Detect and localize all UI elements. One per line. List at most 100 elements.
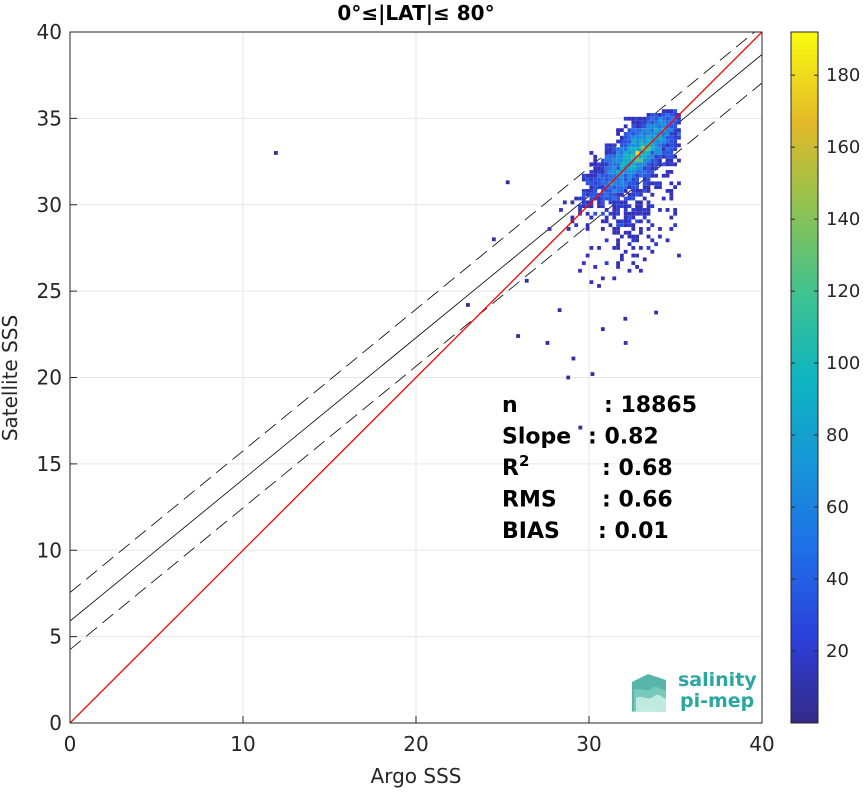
density-cell (600, 219, 605, 224)
density-cell (593, 177, 598, 182)
salinity-pi-mep-logo: salinity pi-mep (632, 669, 757, 712)
density-cell (642, 151, 647, 155)
density-cell (646, 185, 651, 190)
density-cell (623, 177, 628, 182)
density-cell (619, 143, 624, 148)
density-cell (646, 189, 651, 193)
density-cell (623, 200, 628, 205)
density-cell (646, 219, 651, 224)
density-cell (658, 143, 662, 148)
density-cell (661, 109, 666, 114)
density-cell (627, 132, 632, 136)
density-cell (627, 177, 632, 182)
density-cell (616, 170, 620, 174)
density-cell (600, 227, 605, 231)
density-cell (616, 230, 620, 235)
density-cell (650, 120, 655, 125)
density-cell (631, 173, 636, 178)
density-cell (665, 154, 670, 159)
density-cell (631, 227, 636, 231)
density-cell (604, 143, 609, 148)
density-cell (673, 223, 678, 228)
density-cell (612, 208, 617, 212)
y-axis-title: Satellite SSS (0, 315, 22, 441)
density-cell (593, 211, 598, 216)
density-cell (616, 238, 620, 243)
density-cell (612, 204, 617, 209)
density-cell (616, 147, 620, 152)
density-cell (619, 223, 624, 228)
stat-label: Slope (502, 425, 571, 450)
reference-layer (70, 32, 762, 723)
density-cell (623, 196, 628, 201)
density-cell (616, 185, 620, 190)
density-cell (673, 185, 678, 190)
logo-line2: pi-mep (680, 690, 754, 712)
density-cell (619, 204, 624, 209)
density-cell (581, 196, 586, 201)
density-cell (638, 124, 643, 129)
density-cell (638, 230, 643, 235)
density-cell (673, 128, 678, 133)
density-cell (589, 196, 594, 201)
density-cell (658, 135, 662, 140)
density-cell (646, 166, 651, 171)
density-cell (642, 181, 647, 186)
density-cell (616, 189, 620, 193)
density-cell (642, 143, 647, 148)
outlier-cell (491, 237, 496, 242)
density-cell (631, 185, 636, 190)
density-cell (623, 219, 628, 224)
outlier-cell (600, 327, 605, 332)
density-cell (631, 151, 636, 155)
density-cell (635, 208, 639, 212)
density-cell (631, 147, 636, 152)
density-cell (562, 200, 567, 205)
density-cell (619, 253, 624, 258)
density-cell (661, 139, 666, 144)
density-cell (646, 170, 651, 174)
density-cell (650, 116, 655, 121)
density-cell (658, 208, 662, 212)
density-cell (642, 124, 647, 129)
density-cell (619, 181, 624, 186)
density-peak-cell (640, 145, 645, 150)
density-cell (581, 261, 586, 266)
density-cell (585, 211, 590, 216)
density-cell (635, 234, 639, 239)
y-tick-label: 30 (37, 193, 62, 217)
density-cell (619, 166, 624, 171)
density-cell (627, 143, 632, 148)
density-cell (631, 181, 636, 186)
density-cell (604, 238, 609, 243)
outlier-cell (566, 375, 571, 380)
stat-value: : 0.68 (602, 456, 673, 481)
density-cell (619, 154, 624, 159)
density-cell (673, 147, 678, 152)
density-cell (547, 227, 552, 231)
density-cell (627, 242, 632, 247)
density-cell (650, 154, 655, 159)
density-cell (658, 154, 662, 159)
density-cell (677, 181, 681, 186)
density-cell (661, 173, 666, 178)
density-cell (619, 128, 624, 133)
density-cell (627, 173, 632, 178)
density-cell (650, 128, 655, 133)
density-cell (627, 170, 632, 174)
colorbar-tick-label: 80 (826, 425, 849, 446)
density-cell (642, 185, 647, 190)
density-cell (635, 265, 639, 269)
density-cell (661, 151, 666, 155)
density-cell (600, 177, 605, 182)
density-cell (589, 151, 594, 155)
density-cell (669, 116, 674, 121)
density-cell (665, 162, 670, 167)
density-cell (585, 223, 590, 228)
density-cell (635, 185, 639, 190)
density-cell (673, 124, 678, 129)
density-cell (638, 132, 643, 136)
density-cell (619, 173, 624, 178)
density-cell (608, 196, 613, 201)
density-cell (623, 135, 628, 140)
